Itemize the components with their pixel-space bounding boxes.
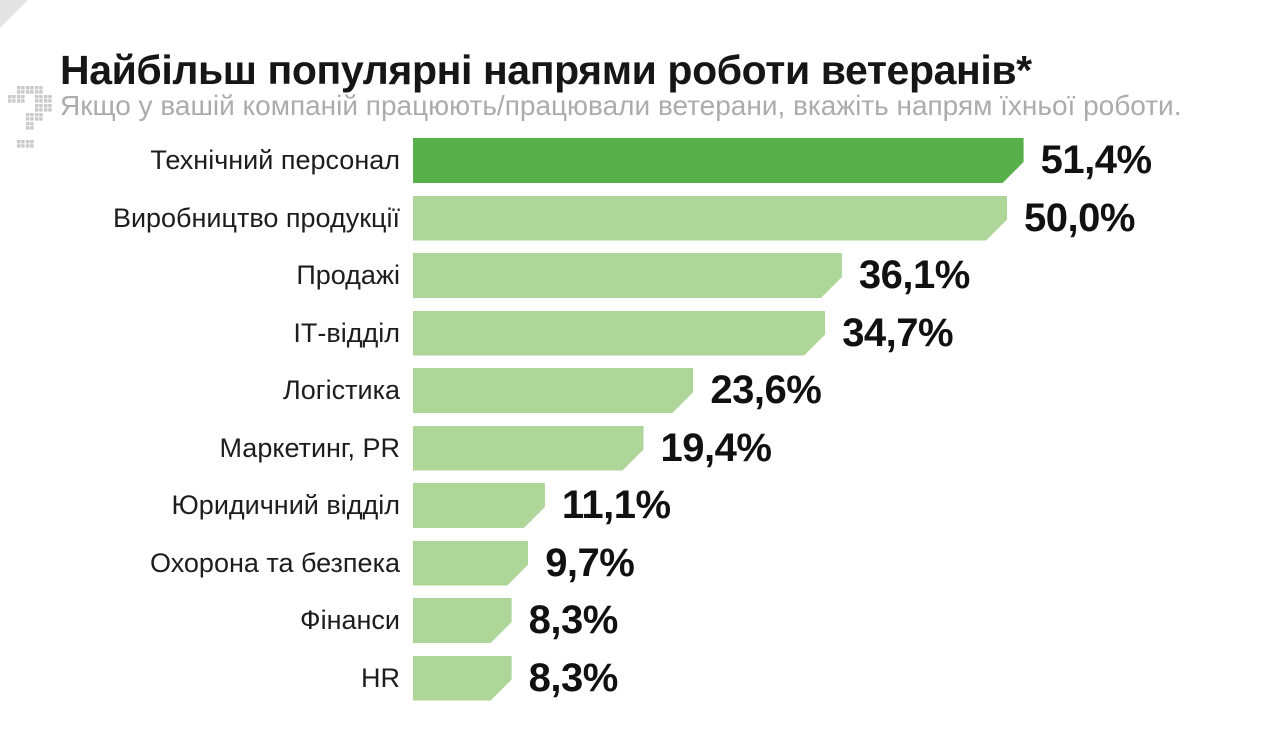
bar xyxy=(413,253,842,298)
bar-label: Продажі xyxy=(296,260,400,290)
bar-value: 19,4% xyxy=(660,425,772,470)
bar-value: 51,4% xyxy=(1040,138,1152,182)
bar-label: Фінанси xyxy=(300,605,400,635)
bar-label: Маркетинг, PR xyxy=(219,432,400,463)
question-mark-icon xyxy=(8,86,52,148)
bar-value: 34,7% xyxy=(842,310,954,355)
chart-row: Маркетинг, PR 19,4% xyxy=(0,425,1280,471)
bar-value: 9,7% xyxy=(545,540,635,585)
chart-row: HR 8,3% xyxy=(0,655,1280,701)
chart-row: Технічний персонал 51,4% xyxy=(0,138,1280,183)
bar xyxy=(413,196,1007,241)
bar-chart: Технічний персонал 51,4% Виробництво проду… xyxy=(0,138,1280,713)
bar xyxy=(413,368,693,413)
chart-row: Продажі 36,1% xyxy=(0,253,1280,298)
bar-value: 11,1% xyxy=(561,483,671,527)
bar-value: 36,1% xyxy=(858,253,970,297)
bar-value: 8,3% xyxy=(528,598,619,642)
bar-label: HR xyxy=(361,662,400,693)
bar-label: Юридичний відділ xyxy=(171,490,400,520)
bar xyxy=(413,483,545,528)
bar xyxy=(413,138,1024,183)
bar xyxy=(413,311,825,356)
bar-label: Технічний персонал xyxy=(150,145,400,175)
bar xyxy=(413,656,512,701)
bar-label: Логістика xyxy=(283,375,400,405)
bar xyxy=(413,598,512,643)
bar-label: Виробництво продукції xyxy=(112,202,400,233)
chart-row: Охорона та безпека 9,7% xyxy=(0,540,1280,586)
chart-row: Юридичний відділ 11,1% xyxy=(0,483,1280,528)
bar xyxy=(413,541,528,586)
bar-label: ІТ-відділ xyxy=(293,317,400,348)
bar-label: Охорона та безпека xyxy=(150,547,400,578)
bar-value: 8,3% xyxy=(528,655,619,700)
chart-row: ІТ-відділ 34,7% xyxy=(0,310,1280,356)
corner-fold-decoration xyxy=(0,0,28,28)
bar-value: 23,6% xyxy=(710,368,822,412)
bar xyxy=(413,426,644,471)
bar-value: 50,0% xyxy=(1024,195,1135,240)
chart-row: Виробництво продукції 50,0% xyxy=(0,195,1280,241)
chart-row: Логістика 23,6% xyxy=(0,368,1280,413)
page-title: Найбільш популярні напрями роботи ветера… xyxy=(60,47,1032,94)
chart-row: Фінанси 8,3% xyxy=(0,598,1280,643)
page-subtitle: Якщо у вашій компаній працюють/працювали… xyxy=(60,90,1182,121)
